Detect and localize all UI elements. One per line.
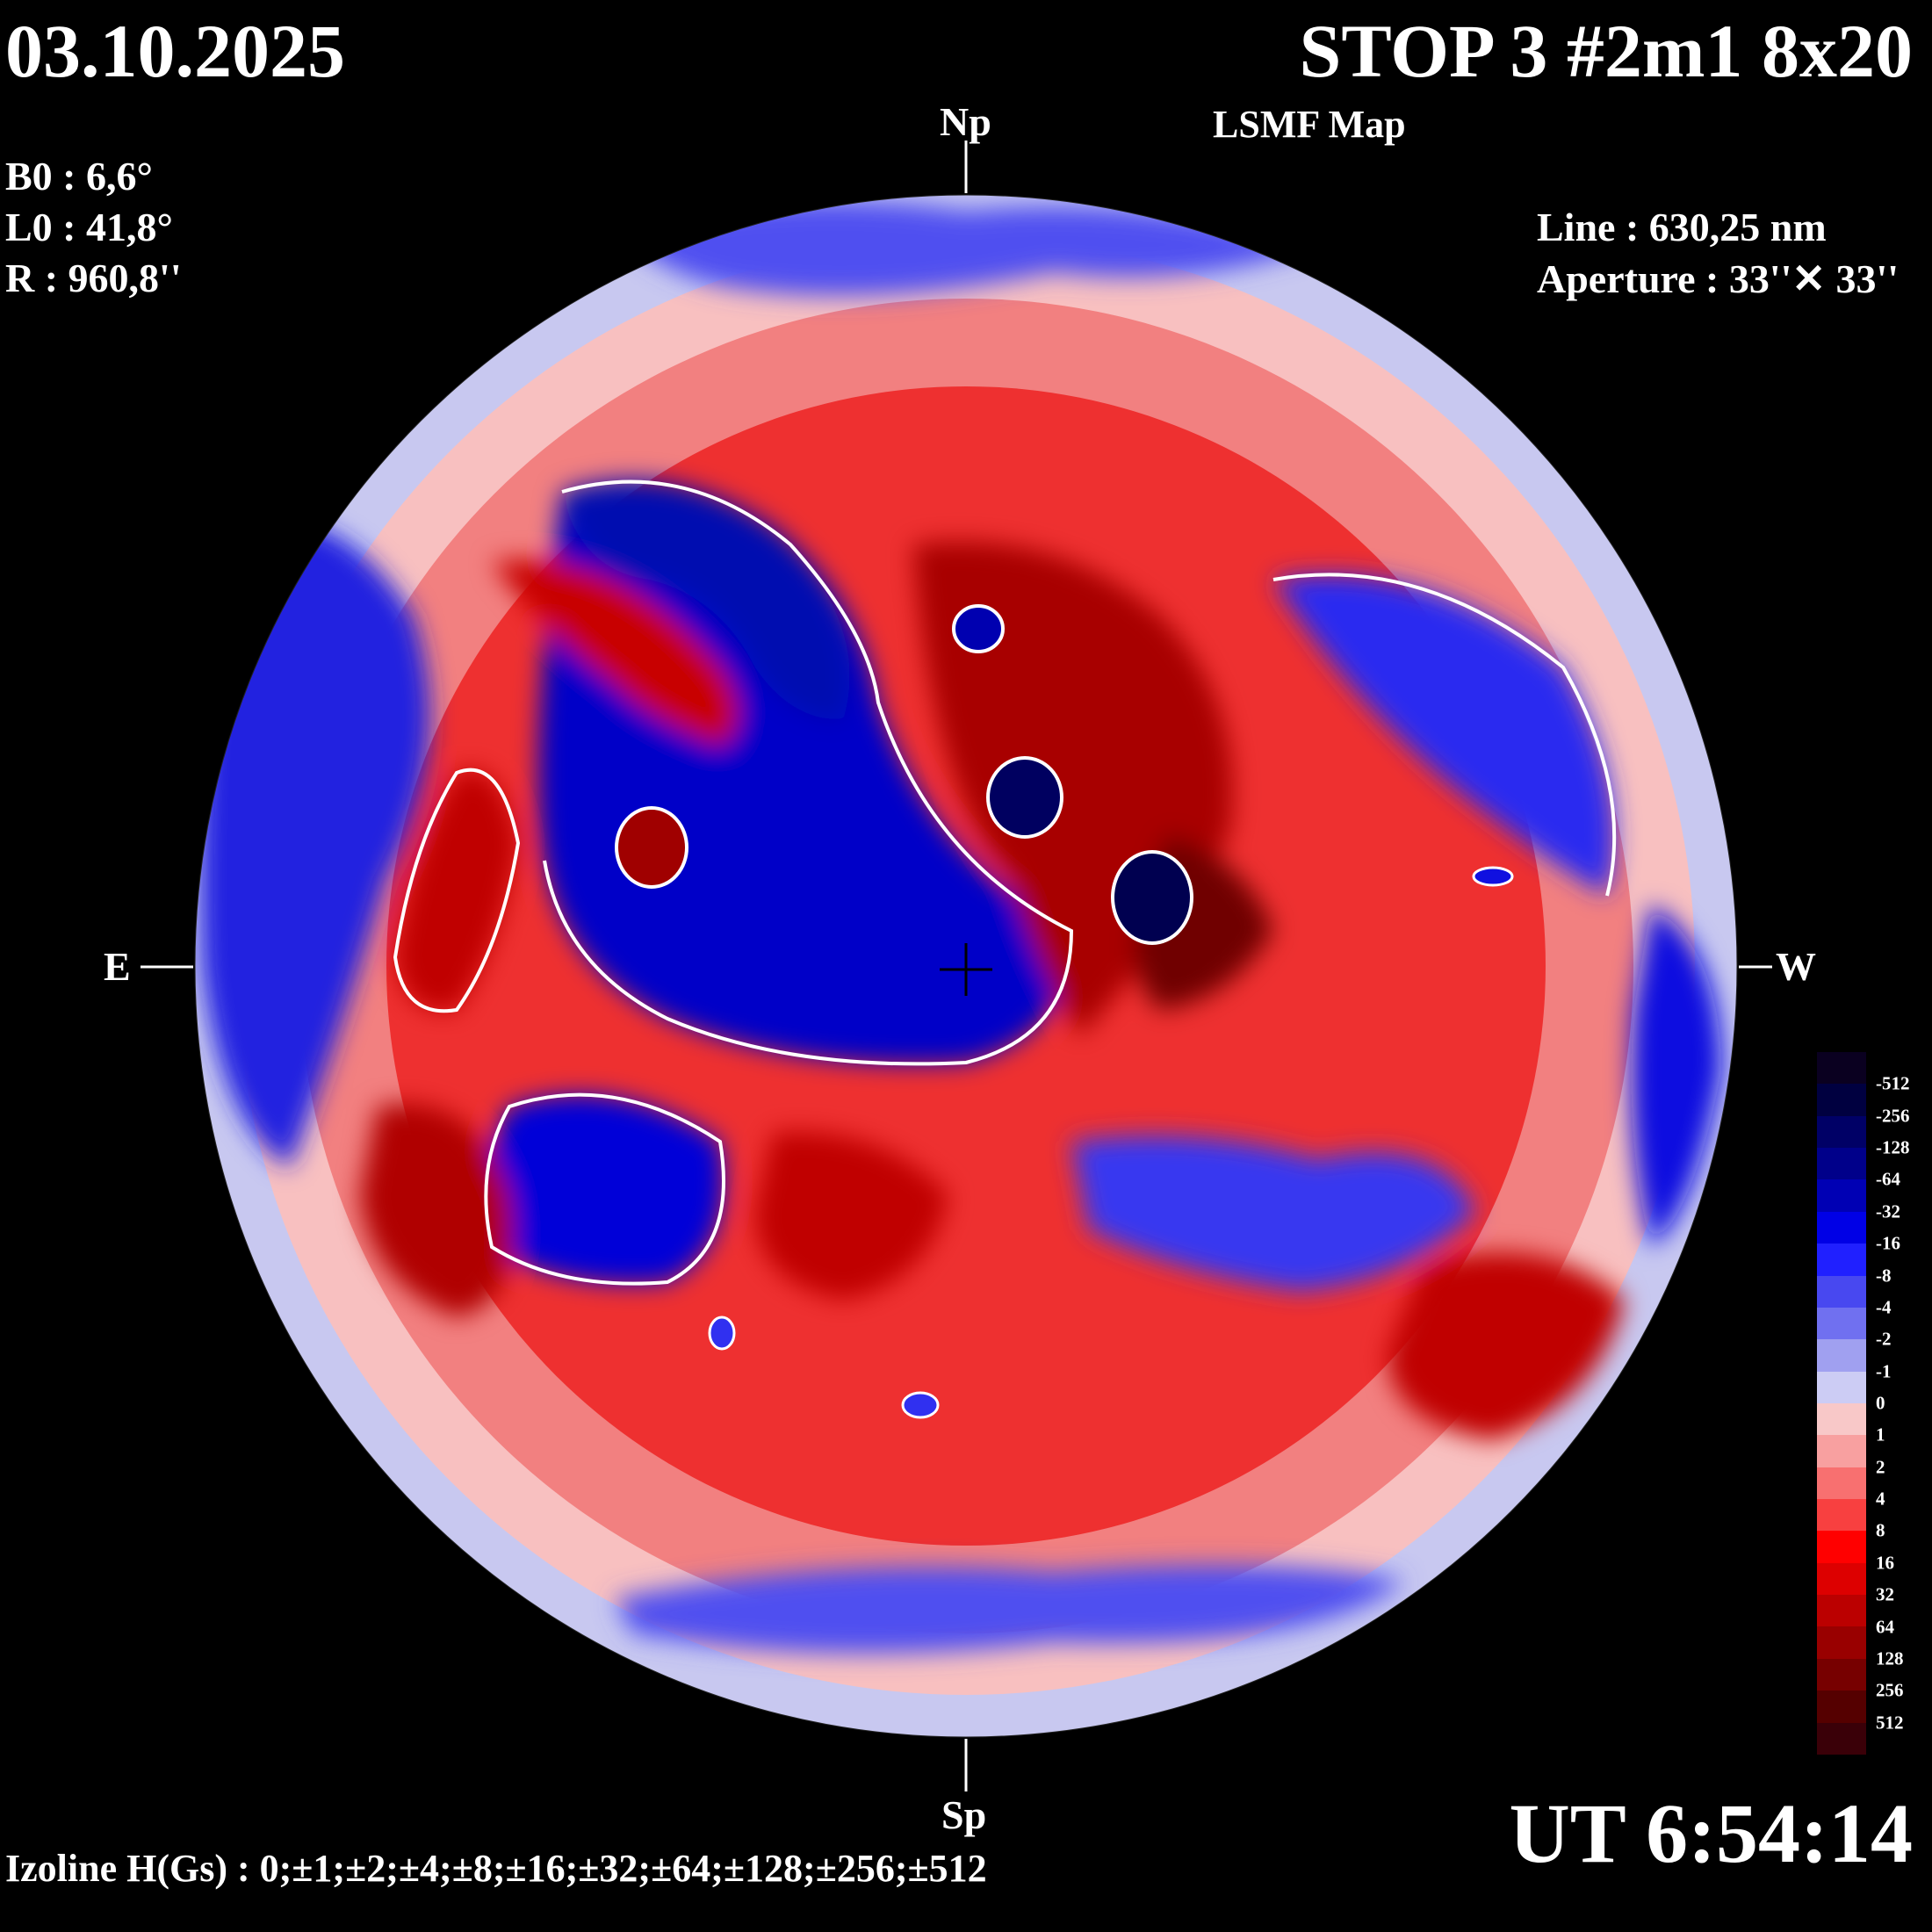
- scale-label: -8: [1876, 1265, 1892, 1287]
- negative-island-4: [1472, 866, 1514, 887]
- scale-label: -4: [1876, 1296, 1892, 1318]
- west-negative-band: [1273, 574, 1615, 896]
- southwest-positive: [1388, 1252, 1625, 1440]
- scale-swatch: [1817, 1658, 1866, 1691]
- scale-swatch: [1817, 1626, 1866, 1659]
- scale-label: -128: [1876, 1136, 1910, 1158]
- scale-label: 8: [1876, 1519, 1885, 1541]
- map-subtitle: LSMF Map: [1213, 103, 1406, 146]
- scale-swatch: [1817, 1148, 1866, 1180]
- east-label: E: [104, 944, 131, 989]
- west-label: W: [1776, 944, 1816, 989]
- zero-isoline-east: [393, 768, 521, 1013]
- scale-label: -64: [1876, 1168, 1900, 1190]
- scale-label: 512: [1876, 1712, 1904, 1734]
- aperture: Aperture : 33''✕ 33'': [1537, 256, 1900, 301]
- scale-swatch: [1817, 1084, 1866, 1116]
- scale-swatch: [1817, 1722, 1866, 1755]
- color-scale-bar: [1817, 1052, 1866, 1755]
- zero-isoline: [543, 479, 1074, 1066]
- scale-label: 0: [1876, 1392, 1885, 1414]
- scale-swatch: [1817, 1499, 1866, 1532]
- west-limb-negative: [1631, 905, 1721, 1247]
- scale-label: -512: [1876, 1072, 1910, 1094]
- scale-swatch: [1817, 1402, 1866, 1436]
- b0-value: B0 : 6,6°: [5, 154, 153, 198]
- scale-swatch: [1817, 1562, 1866, 1596]
- scale-label: -256: [1876, 1105, 1910, 1127]
- scale-label: -32: [1876, 1200, 1900, 1222]
- negative-island-3: [952, 604, 1005, 653]
- south-negative-islands: [1071, 1135, 1475, 1291]
- scale-swatch: [1817, 1244, 1866, 1276]
- scale-label: 64: [1876, 1616, 1894, 1638]
- scale-swatch: [1817, 1052, 1866, 1085]
- scale-swatch: [1817, 1467, 1866, 1500]
- scale-swatch: [1817, 1690, 1866, 1723]
- north-pole-label: Np: [940, 99, 991, 144]
- positive-island-1: [615, 806, 688, 889]
- scale-label: -1: [1876, 1360, 1892, 1382]
- scale-label: 1: [1876, 1424, 1885, 1445]
- scale-swatch: [1817, 1115, 1866, 1149]
- northeast-negative-arc: [562, 481, 850, 720]
- scale-label: 2: [1876, 1456, 1885, 1478]
- negative-island-2: [1111, 850, 1193, 945]
- spectral-line: Line : 630,25 nm: [1537, 205, 1827, 249]
- negative-island-1: [986, 756, 1063, 839]
- south-positive: [755, 1131, 948, 1300]
- scale-label: 32: [1876, 1583, 1894, 1605]
- scale-swatch: [1817, 1307, 1866, 1340]
- scale-label: 4: [1876, 1488, 1885, 1510]
- scale-label: 256: [1876, 1679, 1904, 1701]
- map-title: STOP 3 #2m1 8x20: [1299, 9, 1913, 93]
- south-polar-negative-band: [615, 1565, 1405, 1654]
- scale-swatch: [1817, 1179, 1866, 1212]
- zero-isoline-west: [1272, 573, 1617, 897]
- east-negative-region: [200, 519, 430, 1168]
- scale-label: -16: [1876, 1232, 1900, 1254]
- scale-swatch: [1817, 1595, 1866, 1627]
- scale-swatch: [1817, 1435, 1866, 1467]
- scale-swatch: [1817, 1211, 1866, 1244]
- negative-island-6: [708, 1316, 736, 1351]
- upper-left-positive: [492, 559, 738, 746]
- south-pole-label: Sp: [941, 1792, 987, 1837]
- negative-island-5: [901, 1391, 940, 1419]
- southeast-negative-patch: [486, 1094, 724, 1284]
- zero-isoline-se: [484, 1092, 725, 1286]
- ut-time: UT 6:54:14: [1509, 1786, 1913, 1880]
- north-polar-negative-band: [615, 200, 1317, 296]
- l0-value: L0 : 41,8°: [5, 205, 173, 249]
- radius-value: R : 960,8'': [5, 256, 182, 300]
- scale-swatch: [1817, 1339, 1866, 1372]
- scale-swatch: [1817, 1371, 1866, 1403]
- southeast-positive-core: [360, 1104, 513, 1317]
- isoline-levels: Izoline H(Gs) : 0;±1;±2;±4;±8;±16;±32;±6…: [5, 1847, 987, 1890]
- scale-swatch: [1817, 1531, 1866, 1563]
- scale-label: -2: [1876, 1328, 1892, 1350]
- scale-label: 128: [1876, 1647, 1904, 1669]
- observation-date: 03.10.2025: [5, 9, 345, 93]
- scale-swatch: [1817, 1275, 1866, 1308]
- scale-label: 16: [1876, 1552, 1894, 1574]
